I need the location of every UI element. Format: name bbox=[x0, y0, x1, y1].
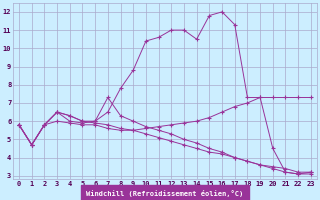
X-axis label: Windchill (Refroidissement éolien,°C): Windchill (Refroidissement éolien,°C) bbox=[86, 190, 244, 197]
